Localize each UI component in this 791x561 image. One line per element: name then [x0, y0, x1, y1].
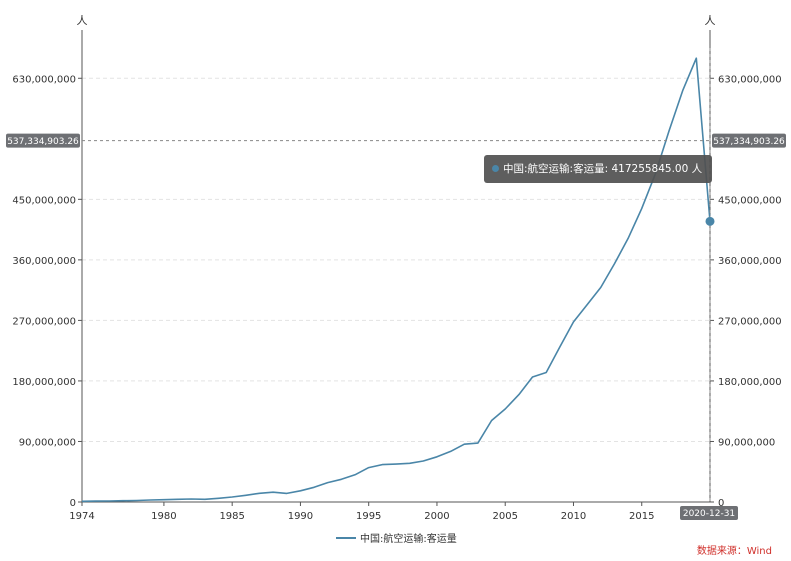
y-tick-label-right: 0	[718, 498, 724, 509]
series-layer	[81, 57, 711, 503]
x-tick-label: 1980	[151, 511, 176, 522]
y-tick-label-right: 360,000,000	[718, 256, 782, 267]
series-line	[81, 57, 711, 503]
tooltip: 中国:航空运输:客运量: 417255845.00 人	[484, 155, 713, 183]
legend-label: 中国:航空运输:客运量	[360, 532, 457, 545]
tooltip-separator: :	[604, 163, 612, 175]
y-tick-label-right: 90,000,000	[718, 437, 775, 448]
y-tick-label-right: 630,000,000	[718, 74, 782, 85]
x-tick-label: 1985	[219, 511, 244, 522]
x-tick-label: 1995	[356, 511, 381, 522]
x-tick-label: 2015	[629, 511, 654, 522]
x-tick-label: 2000	[424, 511, 449, 522]
y-tick-label-left: 0	[70, 498, 76, 509]
crosshair-value-right: 537,334,903.26	[713, 137, 785, 147]
y-tick-label-left: 360,000,000	[12, 256, 76, 267]
x-tick-label: 2005	[492, 511, 517, 522]
x-tick-label: 2010	[561, 511, 586, 522]
crosshair-badge-right	[712, 133, 786, 148]
y-tick-label-right: 270,000,000	[718, 316, 782, 327]
y-tick-label-right: 450,000,000	[718, 195, 782, 206]
x-pointer-label: 2020-12-31	[683, 509, 735, 519]
y-tick-label-left: 630,000,000	[12, 74, 76, 85]
tooltip-series-marker	[492, 165, 499, 172]
y-tick-label-left: 180,000,000	[12, 377, 76, 388]
y-tick-label-left: 270,000,000	[12, 316, 76, 327]
tooltip-value: 417255845.00	[611, 163, 689, 175]
y-tick-label-left: 90,000,000	[19, 437, 76, 448]
y-tick-label-left: 450,000,000	[12, 195, 76, 206]
y-tick-label-right: 180,000,000	[718, 377, 782, 388]
y-unit-left: 人	[77, 14, 88, 27]
overlay-layer: 537,334,903.26 537,334,903.26 2020-12-31 中国…	[6, 48, 786, 557]
x-tick-label: 1990	[288, 511, 313, 522]
crosshair-value-left: 537,334,903.26	[7, 137, 79, 147]
highlighted-point	[705, 216, 715, 226]
x-pointer-badge	[680, 506, 738, 520]
tooltip-series-name: 中国:航空运输:客运量	[503, 163, 605, 175]
tooltip-unit: 人	[691, 163, 703, 175]
x-tick-label: 1974	[69, 511, 94, 522]
y-unit-right: 人	[705, 14, 716, 27]
crosshair-badge-left	[6, 133, 80, 148]
axes: 0 0 90,000,000 90,000,000 180,000,000 180,000…	[12, 14, 781, 522]
data-source: 数据来源：Wind	[697, 544, 772, 557]
